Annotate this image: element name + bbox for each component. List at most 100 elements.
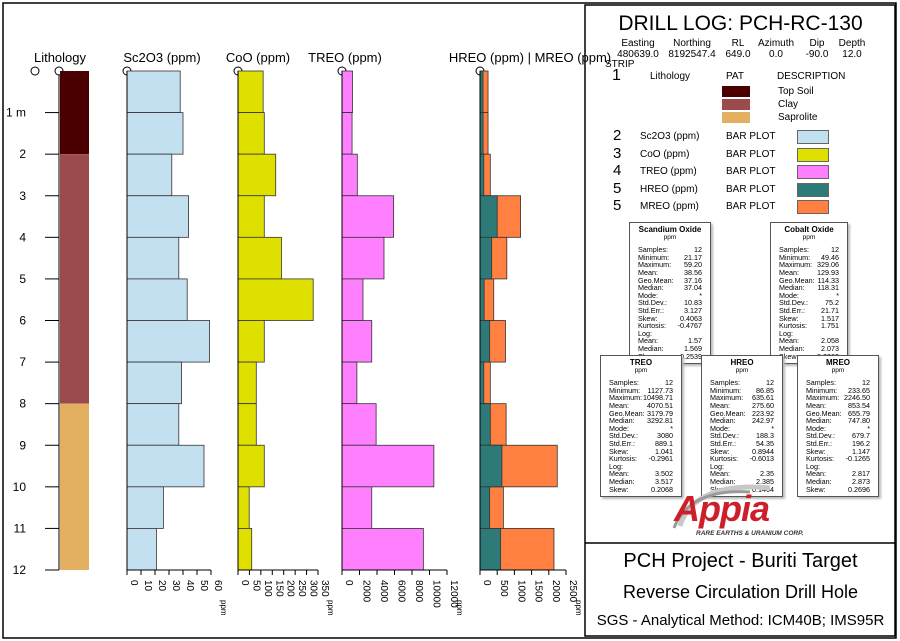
data-bar [341,70,353,113]
stat-row: Skew: 0.2068 [601,485,681,494]
depth-tick-label: 12 [13,563,27,577]
data-bar [237,320,265,363]
stat-label: Minimum: [806,385,838,395]
stat-label: Skew: [779,351,799,361]
stat-row: Skew: 1.041 [601,447,681,456]
x-tick-label: 50 [250,580,261,592]
stat-value: -0.4767 [677,321,702,331]
stat-label: Skew: [806,446,826,456]
stat-value: 10.83 [684,298,702,308]
data-bar [341,486,373,529]
stat-value: 0.2696 [848,484,870,494]
data-bar [126,528,157,571]
data-bar [237,153,277,197]
stat-row: Log: [771,330,847,338]
data-bar [126,236,180,280]
data-bar [126,195,189,238]
data-bar [237,486,250,529]
data-bar [126,153,173,197]
x-tick-label: 350 [319,580,330,597]
stat-value: 37.16 [684,275,702,285]
collar-value: 8192547.4 [668,49,716,60]
stat-value: 129.93 [817,267,839,277]
strip-swatch [797,182,829,197]
stat-unit: ppm [634,366,648,374]
stat-row: Std.Err.: 3.127 [630,307,710,315]
strip-type: BAR PLOT [726,131,776,142]
stat-label: Median: [806,476,832,486]
stat-label: Geo.Mean: [710,408,746,418]
stat-row: Mean: 3.502 [601,470,681,478]
data-bar [126,486,164,529]
x-tick-label: 10000 [431,580,442,608]
stat-label: Std.Err.: [806,438,832,448]
collar-depth: Depth 12.0 [822,38,882,60]
collar-value: 480639.0 [617,49,659,60]
x-tick-label: 60 [212,580,223,592]
x-tick-label: 500 [498,580,509,597]
stat-value: 0.4063 [680,313,702,323]
depth-tick-label: 4 [19,230,26,244]
stat-label: Samples: [779,245,809,255]
strip-type: BAR PLOT [726,183,776,195]
stat-label: Samples: [638,245,668,255]
stat-value: * [670,423,673,433]
stat-row: Mode: * [771,292,847,300]
stat-value: 889.1 [655,438,673,448]
stat-row: Kurtosis: 1.751 [771,322,847,330]
stat-label: Minimum: [638,252,670,262]
data-bar [237,236,282,280]
stat-label: Maximum: [710,393,744,403]
stat-value: 12 [694,245,702,255]
data-bar [341,236,385,280]
analytical-method: SGS - Analytical Method: ICM40B; IMS95R [596,612,885,629]
stat-label: Std.Dev.: [779,298,809,308]
stat-title: HREO [730,358,754,367]
stat-label: Std.Dev.: [638,298,668,308]
stat-label: Mean: [638,267,658,277]
stat-value: 853.54 [848,400,870,410]
track-title: Sc2O3 (ppm) [123,50,200,65]
track-unit-label: ppm [455,600,464,616]
appia-logo-swoosh [672,484,771,529]
strip-swatch [797,200,829,214]
strip-swatch [797,147,829,162]
x-tick-label: 2500 [567,580,578,603]
lithology-title: Lithology [34,50,87,65]
depth-tick-label: 6 [19,314,26,328]
stat-label: Median: [806,416,832,426]
stat-row: Std.Err.: 21.71 [771,307,847,315]
stat-unit: ppm [831,366,845,374]
stat-row: Skew: 0.2696 [798,484,878,494]
stat-label: Geo.Mean: [779,275,815,285]
stat-row: Geo.Mean: 3179.79 [601,409,681,418]
data-bar [341,444,435,488]
unit-name: Saprolite [778,112,818,123]
stat-value: 1.147 [852,446,870,456]
strip-name: HREO (ppm) [640,183,698,195]
x-tick-label: 100 [262,580,273,597]
x-tick-label: 1500 [533,580,544,603]
hole-type: Reverse Circulation Drill Hole [622,582,859,602]
stat-label: Std.Dev.: [806,431,836,441]
stat-row: Skew: 1.517 [771,314,847,323]
collar-label: Depth [838,38,866,49]
stat-row: Median: 3292.81 [601,417,681,425]
stat-value: 3.127 [684,305,702,315]
stat-label: Maximum: [609,393,643,403]
data-bar [479,278,485,321]
stat-row: Median: 242.97 [702,417,782,425]
stat-row: Median: 2.873 [798,478,878,486]
x-tick-label: 4000 [378,580,389,603]
depth-tick-label: 11 [14,521,27,535]
data-bar [237,195,265,238]
lithology-interval [60,154,89,404]
collar-value: -90.0 [805,49,829,60]
stat-value: 2.385 [756,476,774,486]
stat-row: Minimum: 49.46 [771,254,847,262]
stat-label: Median: [779,343,805,353]
strip-label: STRIP [605,59,635,70]
stat-row: Mean: 1.57 [630,337,710,345]
stat-label: Maximum: [806,393,840,403]
